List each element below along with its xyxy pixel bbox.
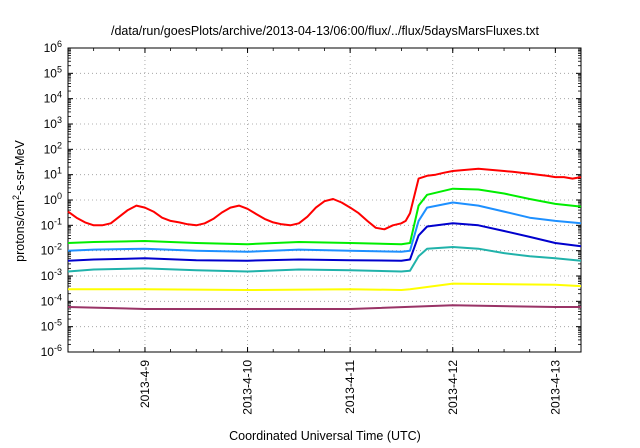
y-tick-exponent: 2 — [57, 140, 62, 150]
y-tick-label: 106 — [44, 39, 62, 55]
series-line — [67, 246, 582, 273]
y-tick-label: 10-6 — [41, 343, 62, 359]
series-line — [67, 187, 582, 246]
y-tick-exponent: -3 — [54, 267, 62, 277]
series-line — [67, 167, 582, 231]
y-tick-exponent: 3 — [57, 115, 62, 125]
y-tick-exponent: -2 — [54, 242, 62, 252]
y-tick-label: 10-4 — [41, 292, 62, 308]
y-axis-label-suffix: -s-sr-MeV — [13, 139, 27, 195]
y-tick-exponent: 6 — [57, 39, 62, 49]
y-tick-base: 10 — [44, 142, 58, 156]
series-layer — [67, 167, 582, 310]
y-tick-base: 10 — [44, 168, 58, 182]
y-tick-label: 104 — [44, 90, 62, 106]
y-tick-exponent: 0 — [57, 191, 62, 201]
y-tick-label: 10-5 — [41, 318, 62, 334]
y-tick-base: 10 — [41, 320, 55, 334]
y-tick-label: 103 — [44, 115, 62, 131]
y-tick-base: 10 — [41, 218, 55, 232]
y-tick-label: 10-3 — [41, 267, 62, 283]
y-tick-base: 10 — [44, 41, 58, 55]
plot-area: 10-610-510-410-310-210-11001011021031041… — [41, 39, 582, 415]
series-line — [67, 222, 582, 262]
x-tick-label: 2013-4-13 — [548, 360, 562, 415]
series-line — [67, 304, 581, 310]
y-axis-label: protons/cm2-s-sr-MeV — [11, 139, 27, 261]
y-tick-exponent: -5 — [54, 318, 62, 328]
x-tick-label: 2013-4-9 — [138, 360, 152, 408]
y-axis-label-sup: 2 — [11, 195, 21, 200]
y-tick-label: 10-1 — [41, 216, 62, 232]
y-tick-base: 10 — [41, 244, 55, 258]
y-tick-base: 10 — [44, 117, 58, 131]
y-tick-base: 10 — [41, 345, 55, 359]
y-tick-exponent: -6 — [54, 343, 62, 353]
y-tick-base: 10 — [41, 294, 55, 308]
x-axis-ticks: 2013-4-9 2013-4-10 2013-4-11 2013-4-12 2013-… — [67, 48, 582, 415]
y-tick-label: 100 — [44, 191, 62, 207]
y-tick-label: 101 — [44, 166, 62, 182]
y-tick-label: 105 — [44, 64, 62, 80]
x-tick-label: 2013-4-11 — [343, 360, 357, 414]
y-axis-ticks: 10-610-510-410-310-210-11001011021031041… — [41, 39, 581, 359]
y-tick-base: 10 — [41, 269, 55, 283]
y-axis-label-prefix: protons/cm — [13, 200, 27, 262]
y-tick-base: 10 — [44, 66, 58, 80]
y-tick-exponent: 1 — [57, 166, 62, 176]
y-tick-exponent: -1 — [54, 216, 62, 226]
y-tick-base: 10 — [44, 193, 58, 207]
y-tick-base: 10 — [44, 92, 58, 106]
series-line — [68, 282, 582, 291]
series-line — [67, 201, 582, 253]
y-tick-exponent: -4 — [54, 292, 62, 302]
y-tick-exponent: 4 — [57, 90, 62, 100]
x-axis-label: Coordinated Universal Time (UTC) — [229, 429, 421, 443]
y-tick-label: 10-2 — [41, 242, 62, 258]
y-tick-exponent: 5 — [57, 64, 62, 74]
y-tick-label: 102 — [44, 140, 62, 156]
chart-title: /data/run/goesPlots/archive/2013-04-13/0… — [111, 24, 540, 38]
x-tick-label: 2013-4-10 — [241, 360, 255, 415]
x-tick-label: 2013-4-12 — [446, 360, 460, 415]
